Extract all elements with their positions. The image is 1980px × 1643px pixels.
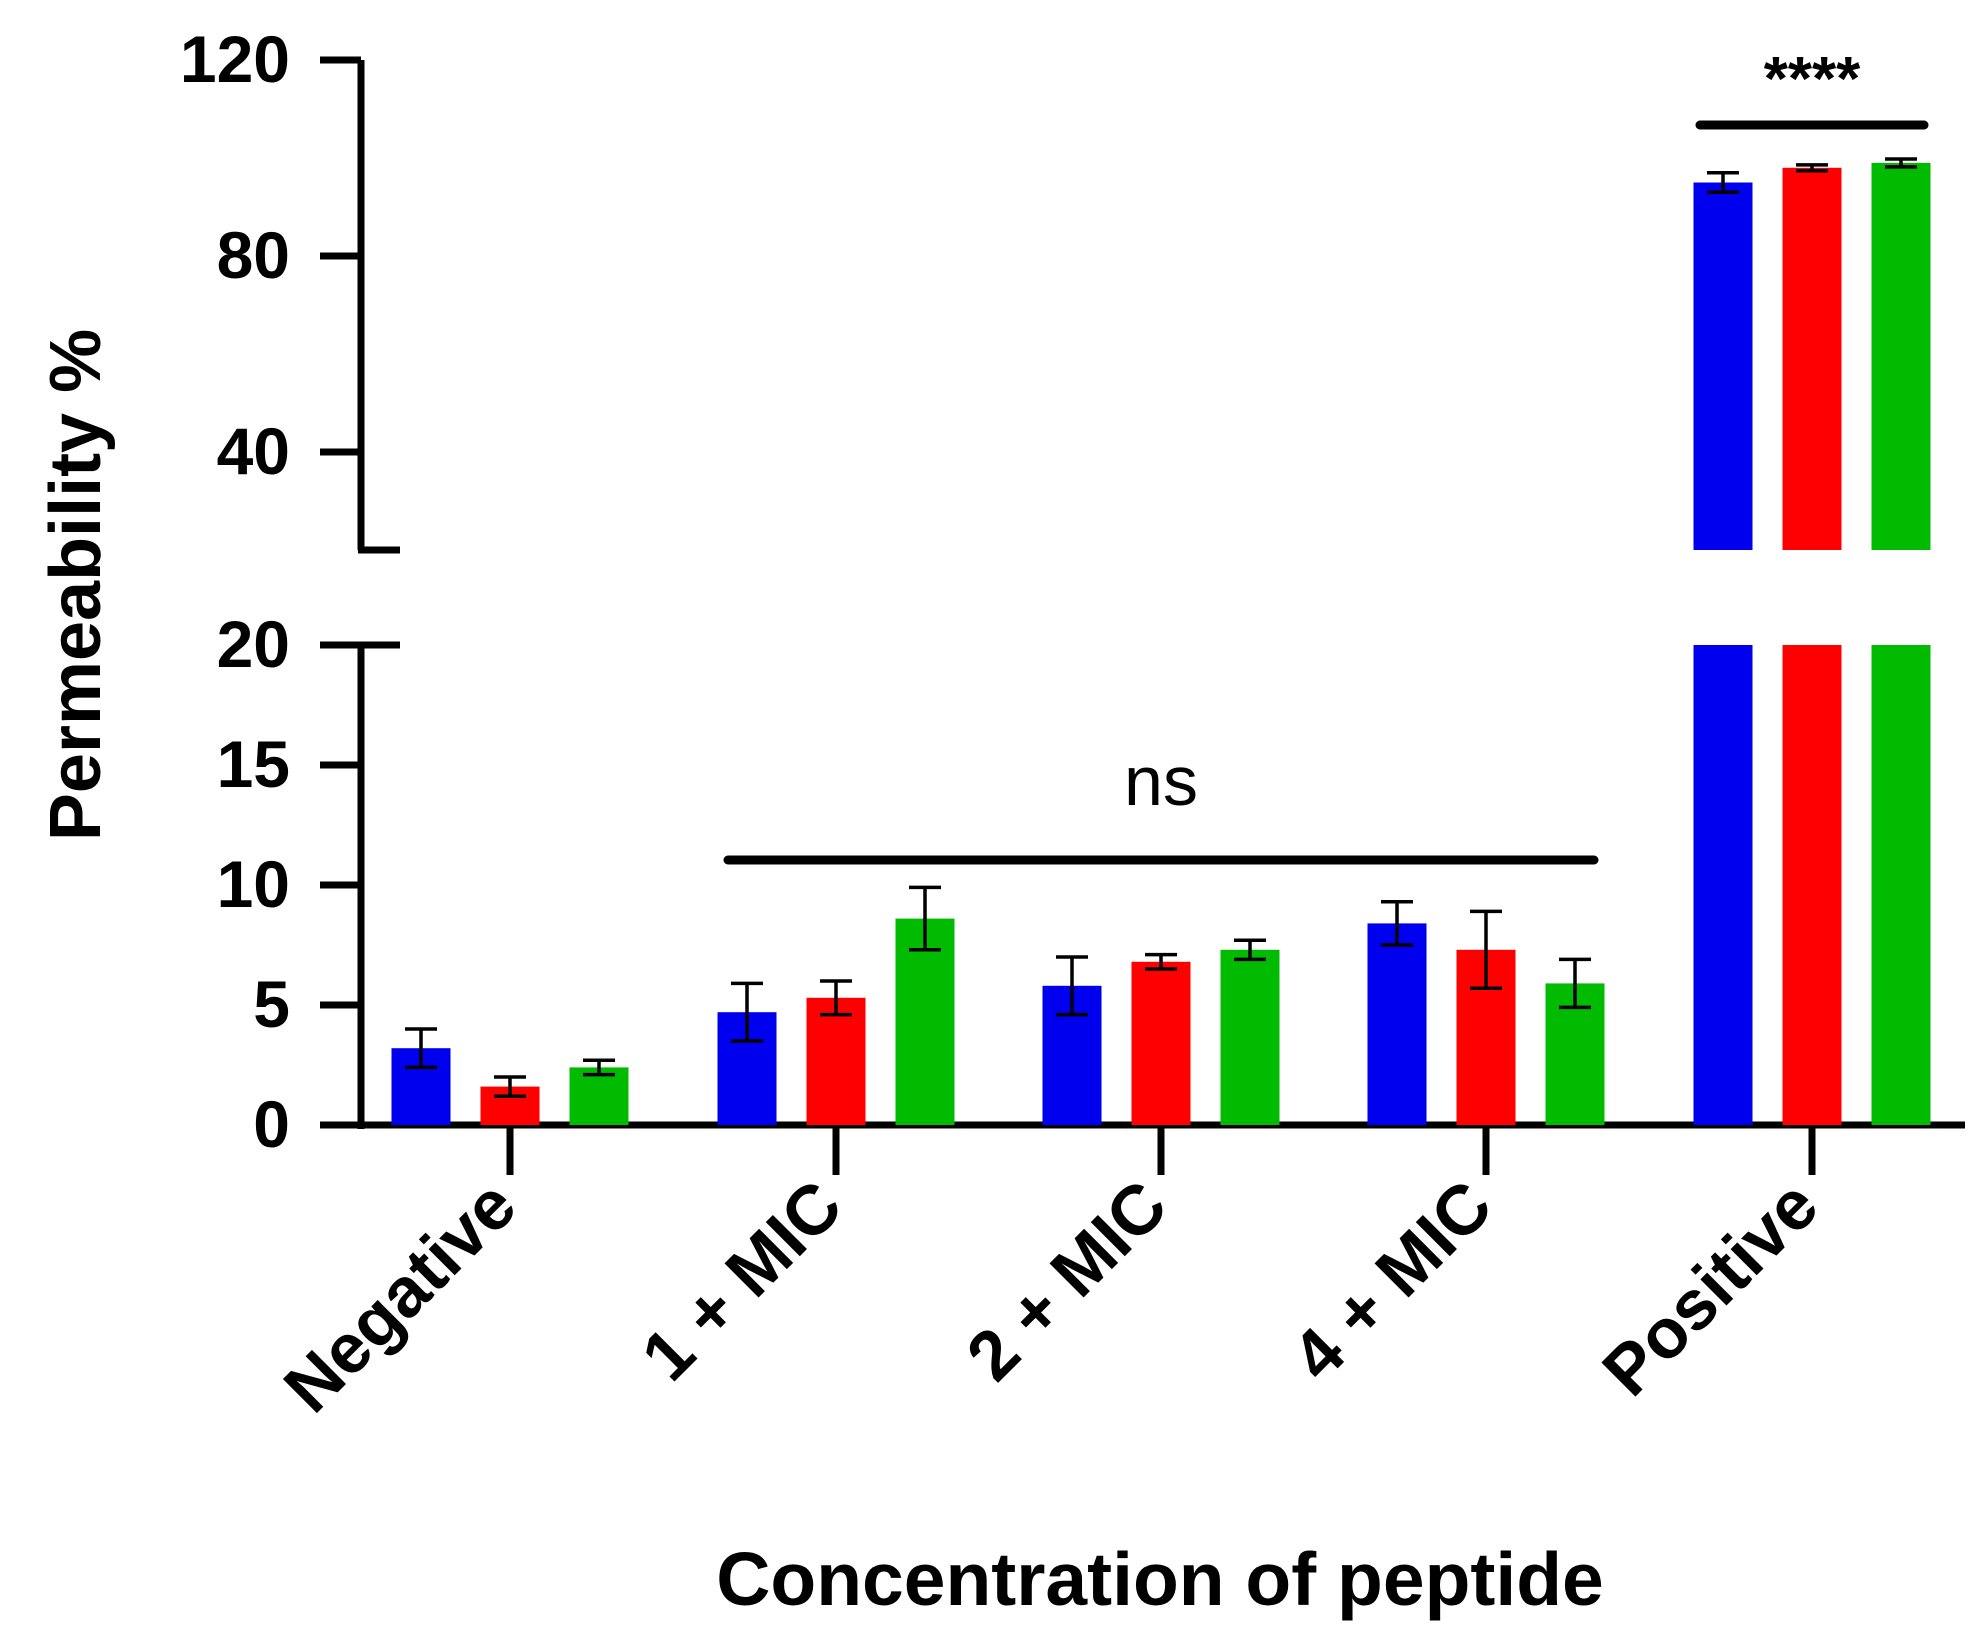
y-tick-label: 40: [217, 414, 290, 488]
x-axis-title: Concentration of peptide: [716, 1537, 1603, 1621]
x-tick-label: Positive: [1588, 1165, 1833, 1410]
y-tick-label: 0: [253, 1087, 290, 1161]
bar: [1693, 182, 1753, 550]
bar: [569, 1067, 629, 1125]
y-tick-label: 15: [217, 727, 290, 801]
bar-lower-part: [1871, 645, 1931, 1125]
y-axis-title: Permeability %: [36, 329, 116, 841]
bar: [1367, 923, 1427, 1125]
y-tick-label: 20: [217, 607, 290, 681]
bar: [1131, 961, 1191, 1125]
y-tick-label: 80: [217, 218, 290, 292]
x-tick-label: 4 + MIC: [1277, 1165, 1507, 1395]
significance-label: ****: [1764, 45, 1861, 114]
y-tick-label: 5: [253, 967, 290, 1041]
significance-label: ns: [1124, 742, 1198, 820]
bar: [1871, 162, 1931, 550]
bar: [895, 918, 955, 1125]
x-tick-label: 1 + MIC: [627, 1165, 857, 1395]
x-tick-label: Negative: [269, 1165, 530, 1426]
bar-lower-part: [1693, 645, 1753, 1125]
bar: [806, 997, 866, 1125]
bars: [391, 157, 1931, 1125]
y-tick-label: 120: [180, 22, 290, 96]
y-tick-label: 10: [217, 847, 290, 921]
bar: [1220, 949, 1280, 1125]
annotations: ns ****: [723, 45, 1929, 865]
x-tick-label: 2 + MIC: [952, 1165, 1182, 1395]
bar-lower-part: [1782, 645, 1842, 1125]
bar: [1782, 167, 1842, 551]
